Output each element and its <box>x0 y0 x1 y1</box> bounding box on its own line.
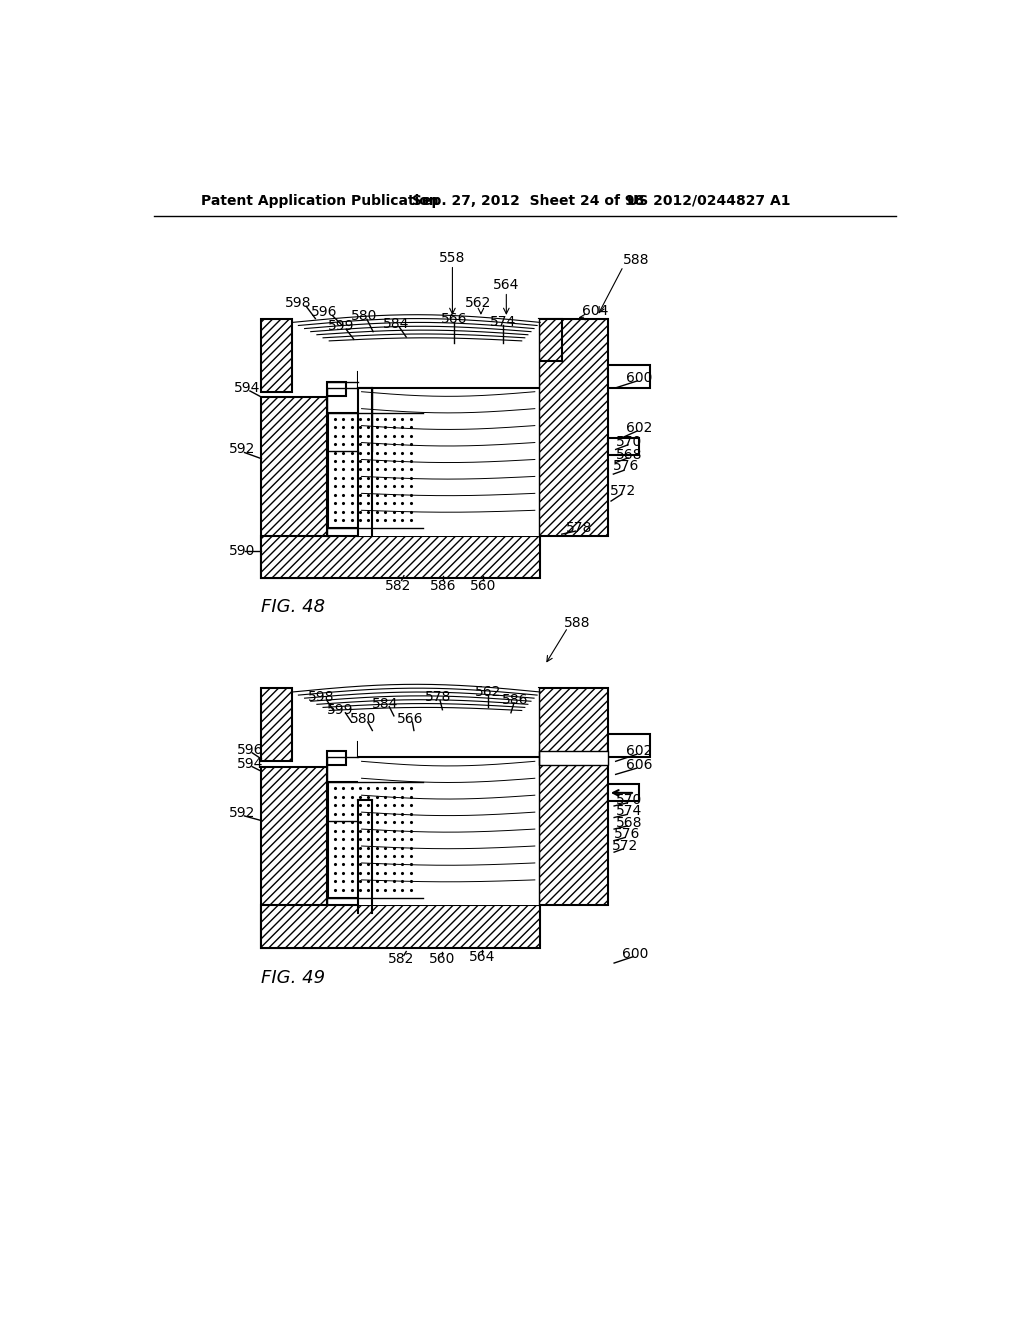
Text: 592: 592 <box>229 807 255 820</box>
Bar <box>327 381 346 396</box>
Bar <box>329 781 423 898</box>
Text: 599: 599 <box>329 319 354 333</box>
Text: 592: 592 <box>229 442 255 457</box>
Text: 594: 594 <box>234 381 261 395</box>
Text: 572: 572 <box>611 840 638 853</box>
Text: 566: 566 <box>440 312 467 326</box>
Bar <box>608 438 639 455</box>
Bar <box>261 688 292 762</box>
Text: 560: 560 <box>470 578 497 593</box>
Text: 576: 576 <box>614 828 640 841</box>
Text: 578: 578 <box>425 690 452 705</box>
Text: 572: 572 <box>610 484 637 498</box>
Bar <box>608 734 650 758</box>
Text: Sep. 27, 2012  Sheet 24 of 98: Sep. 27, 2012 Sheet 24 of 98 <box>412 194 644 207</box>
Text: 584: 584 <box>383 317 410 331</box>
Text: 578: 578 <box>565 521 592 535</box>
Bar <box>539 751 608 766</box>
Bar <box>357 372 423 388</box>
Text: 590: 590 <box>229 544 255 558</box>
Text: 598: 598 <box>285 296 311 310</box>
Text: 580: 580 <box>350 711 376 726</box>
Text: 582: 582 <box>385 578 412 593</box>
Bar <box>357 318 539 536</box>
Text: 570: 570 <box>616 793 643 807</box>
Bar <box>608 784 639 801</box>
Text: 600: 600 <box>622 946 648 961</box>
Text: 596: 596 <box>311 305 338 319</box>
Text: 562: 562 <box>475 685 501 700</box>
Text: 588: 588 <box>624 253 649 267</box>
Text: 564: 564 <box>494 279 519 293</box>
Text: 599: 599 <box>327 702 353 717</box>
Bar <box>357 742 423 758</box>
Text: 574: 574 <box>490 315 516 330</box>
Text: 602: 602 <box>626 421 652 434</box>
Text: 562: 562 <box>465 296 492 310</box>
Bar <box>539 318 562 360</box>
Text: 596: 596 <box>237 743 263 756</box>
Text: 582: 582 <box>388 952 415 966</box>
Bar <box>261 318 292 392</box>
Text: 594: 594 <box>237 756 263 771</box>
Text: 576: 576 <box>612 459 639 474</box>
Text: 566: 566 <box>397 711 423 726</box>
Text: 586: 586 <box>430 578 457 593</box>
Text: 558: 558 <box>439 252 466 265</box>
Bar <box>261 397 327 578</box>
Bar <box>261 536 541 578</box>
Bar <box>261 906 541 948</box>
Bar <box>357 688 539 906</box>
Text: 574: 574 <box>616 804 643 818</box>
Text: 586: 586 <box>503 693 528 706</box>
Bar <box>329 412 423 528</box>
Bar <box>261 767 327 948</box>
Text: Patent Application Publication: Patent Application Publication <box>202 194 439 207</box>
Bar <box>608 364 650 388</box>
Text: 568: 568 <box>616 447 643 462</box>
Text: FIG. 49: FIG. 49 <box>261 969 326 987</box>
Text: 580: 580 <box>350 309 377 323</box>
Text: 584: 584 <box>372 697 398 710</box>
Text: 606: 606 <box>626 758 652 772</box>
Text: 560: 560 <box>429 952 456 966</box>
Text: 598: 598 <box>308 690 335 705</box>
Bar <box>327 751 346 766</box>
Text: 568: 568 <box>616 816 643 830</box>
Text: 602: 602 <box>626 744 652 758</box>
Text: 600: 600 <box>626 371 652 385</box>
Text: 604: 604 <box>583 304 609 318</box>
Text: 588: 588 <box>564 615 591 630</box>
Bar <box>539 318 608 536</box>
Text: US 2012/0244827 A1: US 2012/0244827 A1 <box>628 194 791 207</box>
Text: FIG. 48: FIG. 48 <box>261 598 326 616</box>
Text: 570: 570 <box>616 434 643 449</box>
Bar <box>539 688 608 906</box>
Text: 564: 564 <box>469 950 495 964</box>
